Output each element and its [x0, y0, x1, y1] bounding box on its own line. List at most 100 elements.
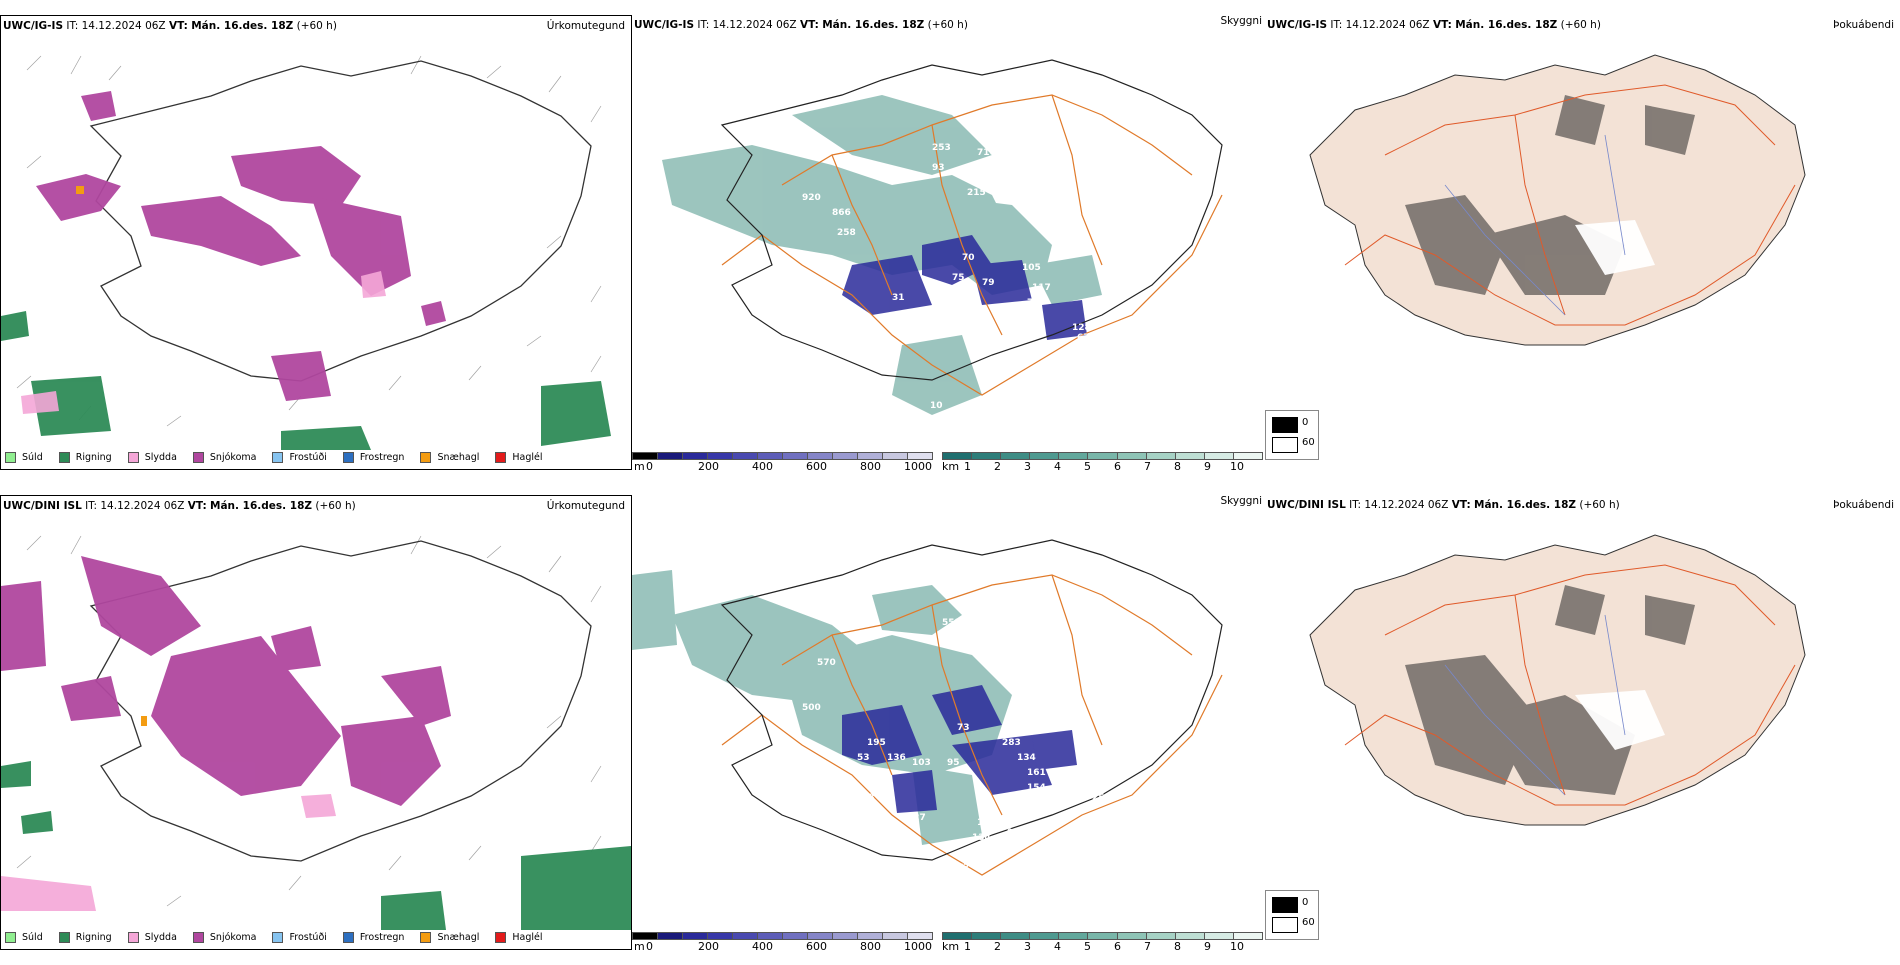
- cloud-base-value-label: 115: [842, 793, 861, 803]
- colorbar-segment: [1087, 932, 1118, 940]
- colorbar-segment: [971, 932, 1002, 940]
- cloud-base-value-label: 500: [802, 703, 821, 713]
- cloud-base-value-label: 287: [967, 623, 986, 633]
- cloud-base-value-label: 312: [1022, 603, 1041, 613]
- legend-item-drizzle: Súld: [5, 451, 43, 463]
- colorbar-segment: [682, 452, 708, 460]
- colorbar-segment: [1145, 452, 1176, 460]
- init-time-label: IT:: [1330, 19, 1343, 31]
- init-time-value: 14.12.2024 06Z: [100, 500, 185, 512]
- legend-item-freezing-rain: Frostregn: [342, 931, 404, 943]
- cloud-base-value-label: 28: [862, 793, 875, 803]
- legend-item-snow: Snjókoma: [192, 931, 256, 943]
- legend-item-sleet: Slydda: [127, 931, 177, 943]
- colorbar-segment: [942, 452, 973, 460]
- colorbar-segment: [857, 932, 883, 940]
- lead-time: (+60 h): [296, 20, 337, 32]
- colorbar-segment: [757, 452, 783, 460]
- init-time-label: IT:: [697, 19, 710, 31]
- panel-header: UWC/IG-IS IT: 14.12.2024 06Z VT: Mán. 16…: [634, 15, 1262, 35]
- colorbar-segment: [971, 452, 1002, 460]
- cloud-base-value-label: 282: [977, 168, 996, 178]
- valid-time-value: Mán. 16.des. 18Z: [1455, 19, 1558, 31]
- precip-type-panel-top: UWC/IG-IS IT: 14.12.2024 06Z VT: Mán. 16…: [0, 15, 632, 470]
- colorbar-segment: [1058, 932, 1089, 940]
- fog-map: [1309, 54, 1806, 346]
- legend-item-snow: Snjókoma: [192, 451, 256, 463]
- cloud-base-colorbar-bottom: m 0 200 400 600 800 1000: [632, 932, 933, 954]
- legend-item-sleet: Slydda: [127, 451, 177, 463]
- lead-time: (+60 h): [1579, 499, 1620, 511]
- valid-time-label: VT:: [1451, 499, 1471, 511]
- precip-map: [1, 55, 611, 450]
- model-name: UWC/IG-IS: [3, 20, 64, 32]
- cloud-base-value-label: 10: [962, 888, 975, 898]
- panel-title: Úrkomutegund: [546, 500, 625, 512]
- cloud-base-value-label: 127: [907, 813, 926, 823]
- panel-header: Skyggni: [634, 495, 1263, 515]
- legend-item-snow-pellets: Snæhagl: [420, 451, 479, 463]
- forecast-row-top: UWC/IG-IS IT: 14.12.2024 06Z VT: Mán. 16…: [0, 15, 1900, 485]
- colorbar-segment: [1116, 932, 1147, 940]
- init-time-value: 14.12.2024 06Z: [1345, 19, 1430, 31]
- colorbar-segment: [1203, 452, 1234, 460]
- colorbar-segment: [807, 452, 833, 460]
- cloud-base-value-label: 103: [912, 758, 931, 768]
- precip-legend: Súld Rigning Slydda Snjókoma Frostúði Fr…: [5, 929, 559, 945]
- init-time-label: IT:: [1349, 499, 1362, 511]
- valid-time-value: Mán. 16.des. 18Z: [822, 19, 925, 31]
- colorbar-segment: [1000, 452, 1031, 460]
- cloud-base-value-label: 93: [932, 163, 945, 173]
- colorbar-segment: [1232, 452, 1263, 460]
- legend-item-rain: Rigning: [58, 931, 112, 943]
- colorbar-segment: [757, 932, 783, 940]
- colorbar-segment: [782, 932, 808, 940]
- iceland-outline: [89, 60, 592, 382]
- colorbar-segment: [1203, 932, 1234, 940]
- legend-item-snow-pellets: Snæhagl: [420, 931, 479, 943]
- cloud-base-value-label: 570: [817, 658, 836, 668]
- valid-time-label: VT:: [1432, 19, 1452, 31]
- panel-header: UWC/IG-IS IT: 14.12.2024 06Z VT: Mán. 16…: [1267, 19, 1896, 35]
- cloud-base-value-label: 109: [982, 908, 1001, 918]
- valid-time-label: VT:: [187, 500, 207, 512]
- legend-item-drizzle: Súld: [5, 931, 43, 943]
- panel-header: UWC/IG-IS IT: 14.12.2024 06Z VT: Mán. 16…: [3, 20, 627, 36]
- lead-time: (+60 h): [927, 19, 968, 31]
- colorbar-segment: [732, 932, 758, 940]
- model-name: UWC/DINI ISL: [1267, 499, 1346, 511]
- cloud-base-value-label: 168: [977, 818, 996, 828]
- model-name: UWC/IG-IS: [1267, 19, 1328, 31]
- cloud-base-value-label: 70: [962, 253, 975, 263]
- cloud-base-value-label: 75: [952, 273, 965, 283]
- cloud-base-colorbar-top: m 0 200 400 600 800 1000: [632, 452, 933, 474]
- cloud-base-value-label: 79: [982, 278, 995, 288]
- colorbar-segment: [782, 452, 808, 460]
- init-time-label: IT:: [85, 500, 98, 512]
- cloud-base-value-label: 134: [1017, 753, 1036, 763]
- fog-legend-bottom: 0 60: [1265, 890, 1319, 940]
- cloud-base-value-label: 258: [837, 228, 856, 238]
- precip-map: [1, 535, 631, 930]
- cloud-base-value-label: 94: [1022, 828, 1035, 838]
- legend-item-rain: Rigning: [58, 451, 112, 463]
- cloud-base-value-label: 136: [887, 753, 906, 763]
- cloud-base-value-label: 161: [1027, 768, 1046, 778]
- colorbar-segment: [707, 932, 733, 940]
- colorbar-segment: [1029, 452, 1060, 460]
- cloud-base-value-label: 546: [967, 598, 986, 608]
- cloud-base-value-label: 59: [1072, 843, 1085, 853]
- colorbar-segment: [1174, 932, 1205, 940]
- forecast-row-bottom: UWC/DINI ISL IT: 14.12.2024 06Z VT: Mán.…: [0, 495, 1900, 965]
- cloud-base-value-label: 93: [1007, 863, 1020, 873]
- panel-title: Skyggni: [1220, 495, 1263, 507]
- cloud-base-value-label: 10: [930, 401, 943, 411]
- visibility-colorbar-bottom: km 1 2 3 4 5 6 7 8 9 10: [942, 932, 1263, 954]
- cloud-base-value-label: 53: [857, 753, 870, 763]
- legend-item-hail: Haglél: [495, 451, 543, 463]
- cloud-visibility-map: 546 312 558 287 570 500 73 195 283 134 53 136 103 95 1…: [632, 539, 1223, 918]
- fog-indicator-panel-bottom: UWC/DINI ISL IT: 14.12.2024 06Z VT: Mán.…: [1265, 495, 1900, 950]
- cloud-base-value-label: 154: [1027, 783, 1046, 793]
- cloud-base-value-label: 79: [1027, 298, 1040, 308]
- colorbar-segment: [907, 452, 933, 460]
